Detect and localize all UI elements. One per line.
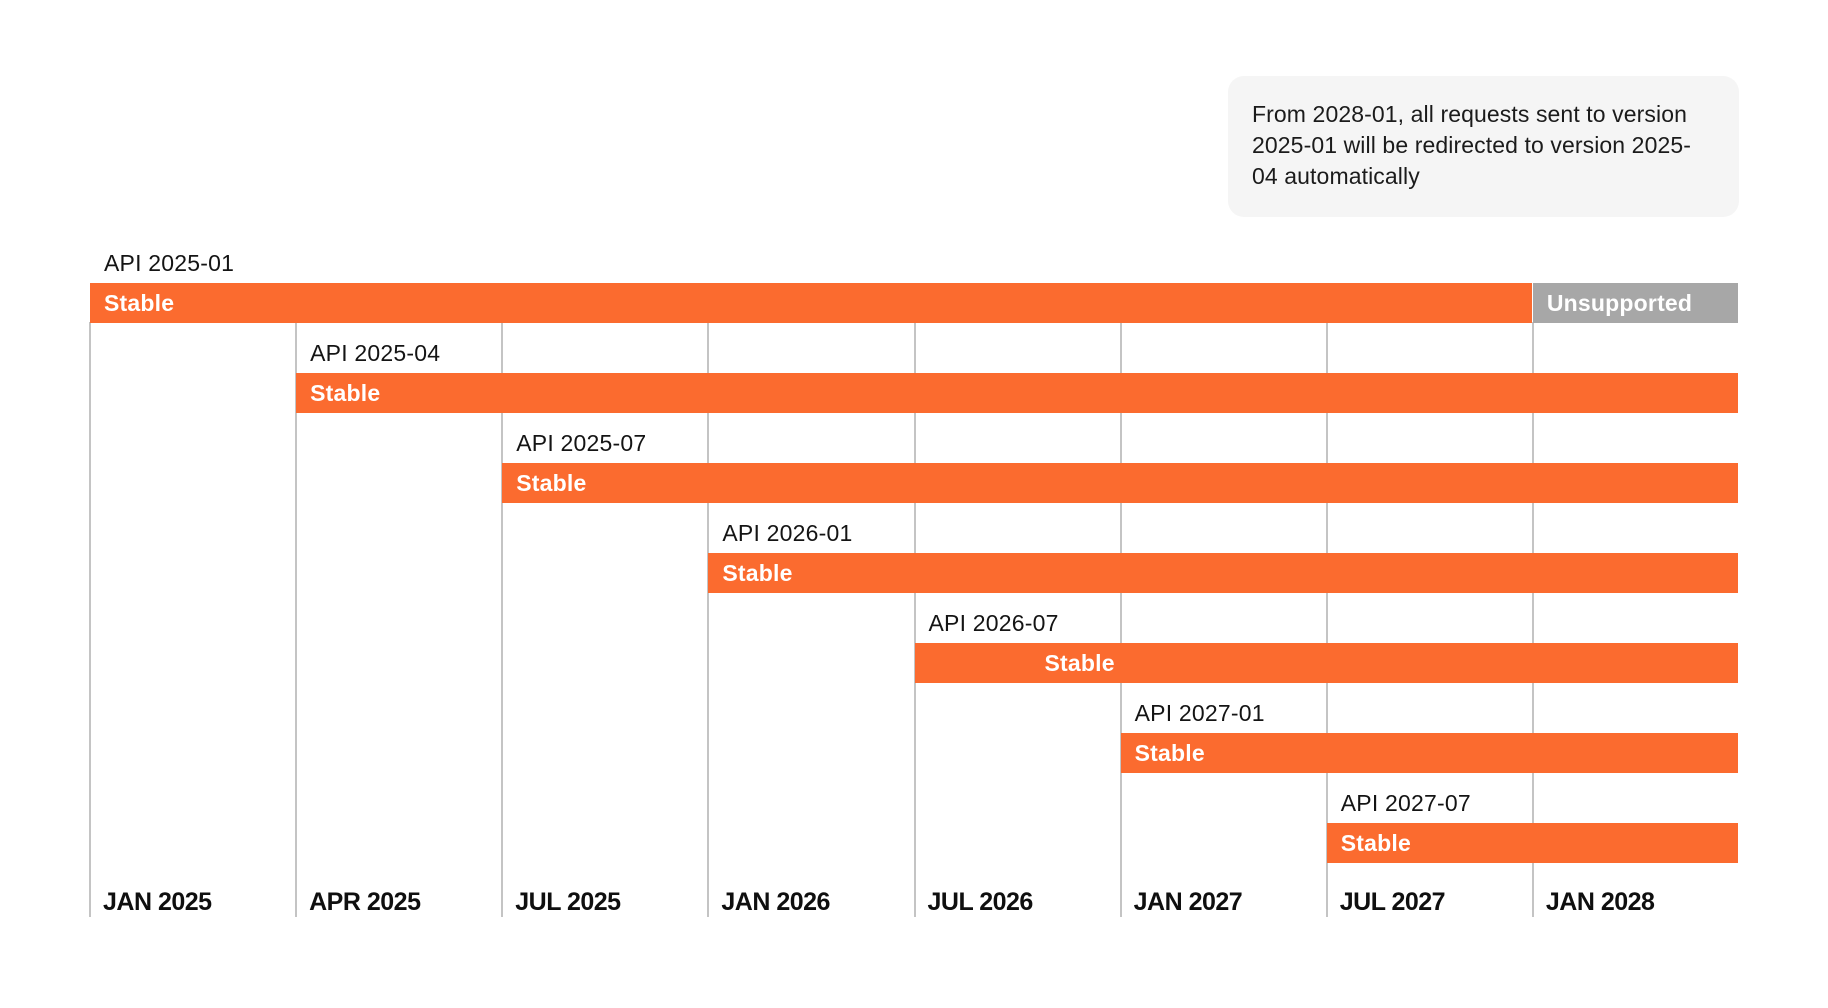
stable-bar: Stable — [90, 283, 1532, 323]
bar-status-label: Stable — [722, 559, 793, 586]
gridline — [501, 322, 504, 917]
gridline — [89, 322, 91, 917]
stable-bar: Stable — [296, 373, 1738, 413]
version-label: API 2027-07 — [1340, 790, 1471, 816]
version-label: API 2025-01 — [104, 250, 235, 276]
axis-tick-label: JAN 2027 — [1133, 888, 1243, 916]
stable-bar: Stable — [502, 463, 1738, 503]
bar-status-label: Stable — [1044, 649, 1115, 676]
bar-status-label: Unsupported — [1546, 289, 1693, 316]
stable-bar: Stable — [1120, 733, 1738, 773]
stable-bar: Stable — [708, 553, 1738, 593]
axis-tick-label: JUL 2025 — [515, 888, 621, 916]
unsupported-bar: Unsupported — [1532, 283, 1738, 323]
version-label: API 2026-01 — [722, 520, 853, 546]
axis-tick-label: JAN 2025 — [103, 888, 212, 916]
redirect-note: From 2028-01, all requests sent to versi… — [1228, 76, 1739, 217]
axis-tick-label: JAN 2028 — [1545, 888, 1655, 916]
stable-bar: Stable — [1326, 823, 1738, 863]
gridline — [913, 322, 916, 917]
axis-tick-label: JAN 2026 — [721, 888, 830, 916]
gridline — [1119, 322, 1122, 917]
bar-status-label: Stable — [516, 469, 587, 496]
version-label: API 2025-04 — [310, 340, 441, 366]
version-label: API 2026-07 — [928, 610, 1059, 636]
bar-status-label: Stable — [104, 289, 175, 316]
stable-bar: Stable — [914, 643, 1738, 683]
redirect-note-text: From 2028-01, all requests sent to versi… — [1252, 101, 1691, 189]
bar-status-label: Stable — [1340, 829, 1411, 856]
axis-tick-label: APR 2025 — [309, 888, 421, 916]
gridline — [1325, 322, 1328, 917]
version-label: API 2025-07 — [516, 430, 647, 456]
axis-tick-label: JUL 2026 — [927, 888, 1034, 916]
gridline — [295, 322, 298, 917]
bar-status-label: Stable — [1134, 739, 1205, 766]
gridline — [1531, 322, 1534, 917]
bar-status-label: Stable — [310, 379, 381, 406]
version-label: API 2027-01 — [1134, 700, 1265, 726]
gridline — [707, 322, 710, 917]
axis-tick-label: JUL 2027 — [1339, 888, 1446, 916]
